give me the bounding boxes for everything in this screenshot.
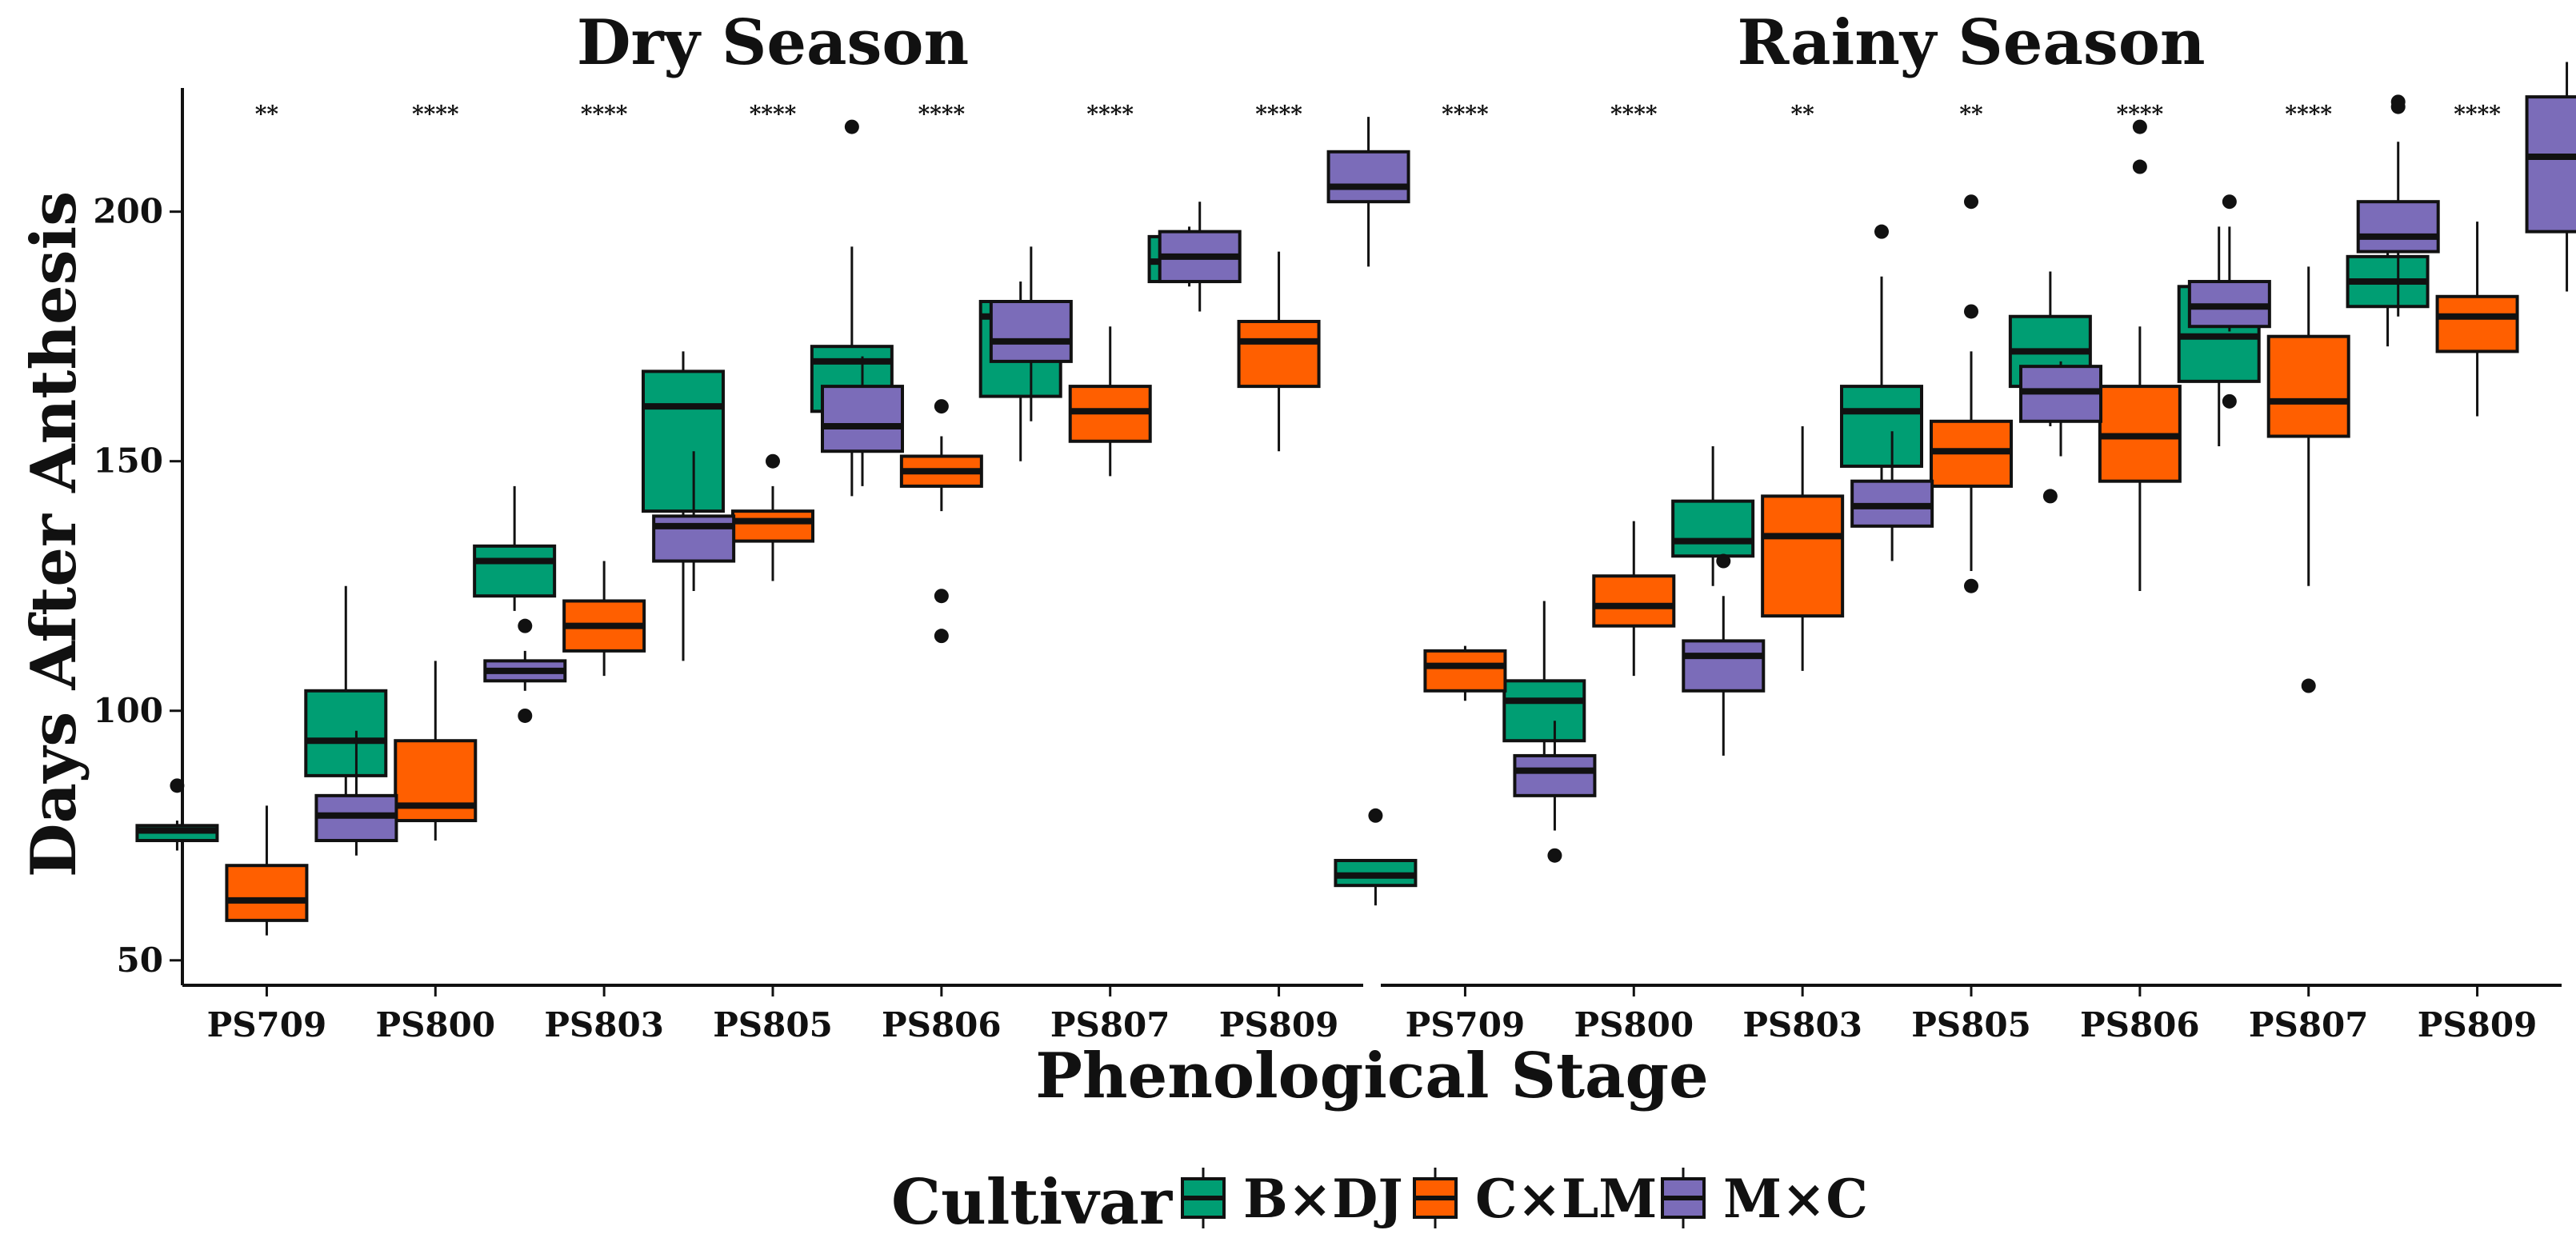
box <box>731 509 814 543</box>
box <box>821 385 904 453</box>
y-axis-title: Days After Anthesis <box>18 191 90 877</box>
box <box>1237 319 1321 389</box>
outlier-point <box>2222 393 2237 409</box>
outlier-point <box>2390 99 2406 114</box>
significance-label: ** <box>1959 101 1983 127</box>
outlier-point <box>2132 159 2147 174</box>
box <box>1840 385 1923 468</box>
outlier-point <box>170 778 185 793</box>
box <box>473 544 557 598</box>
box <box>1513 753 1597 797</box>
legend-item-label: B×DJ <box>1243 1168 1403 1230</box>
legend-item-label: M×C <box>1723 1168 1868 1230</box>
x-tick-label: PS800 <box>375 1005 495 1044</box>
x-tick-label: PS805 <box>713 1005 833 1044</box>
significance-label: **** <box>1442 101 1489 127</box>
box <box>652 514 736 563</box>
outlier-point <box>1964 194 1978 210</box>
box <box>1423 649 1507 693</box>
significance-label: **** <box>918 101 966 127</box>
x-tick-label: PS809 <box>2418 1005 2538 1044</box>
box <box>1682 639 1766 693</box>
box <box>642 369 725 513</box>
outlier-point <box>1368 808 1383 823</box>
box <box>1326 150 1410 204</box>
significance-label: **** <box>581 101 628 127</box>
y-tick-label: 150 <box>93 441 163 481</box>
x-tick-label: PS709 <box>1406 1005 1526 1044</box>
box <box>1761 494 1845 618</box>
x-tick-label: PS806 <box>2080 1005 2200 1044</box>
outlier-point <box>1874 224 1889 239</box>
x-tick-label: PS806 <box>882 1005 1002 1044</box>
x-tick-label: PS803 <box>544 1005 664 1044</box>
outlier-point <box>934 629 949 644</box>
box <box>2266 334 2350 438</box>
x-tick-label: PS709 <box>207 1005 327 1044</box>
box <box>2525 95 2576 234</box>
outlier-point <box>1964 578 1978 593</box>
x-tick-label: PS800 <box>1574 1005 1694 1044</box>
outlier-point <box>518 708 533 723</box>
outlier-point <box>1964 304 1978 319</box>
panel-title: Rainy Season <box>1737 6 2205 79</box>
significance-label: ** <box>255 101 279 127</box>
significance-label: **** <box>412 101 459 127</box>
outlier-point <box>934 399 949 414</box>
outlier-point <box>2042 489 2058 504</box>
legend-item-label: C×LM <box>1475 1168 1657 1230</box>
outlier-point <box>2301 678 2316 693</box>
outlier-point <box>766 453 780 469</box>
box <box>1502 679 1586 743</box>
y-tick-label: 50 <box>117 940 163 980</box>
significance-label: ** <box>1790 101 1814 127</box>
significance-label: **** <box>2285 101 2332 127</box>
x-tick-label: PS809 <box>1219 1005 1339 1044</box>
panel-title: Dry Season <box>577 6 969 79</box>
x-tick-label: PS807 <box>1050 1005 1170 1044</box>
significance-label: **** <box>2454 101 2501 127</box>
box <box>989 300 1073 363</box>
x-tick-label: PS803 <box>1742 1005 1862 1044</box>
box <box>304 689 388 777</box>
box <box>225 864 309 922</box>
box <box>2435 294 2519 353</box>
significance-label: **** <box>750 101 797 127</box>
legend-title: Cultivar <box>891 1166 1173 1239</box>
y-tick-label: 200 <box>93 192 163 231</box>
outlier-point <box>844 119 859 134</box>
significance-label: **** <box>1086 101 1134 127</box>
outlier-point <box>518 618 533 633</box>
outlier-point <box>1716 553 1731 569</box>
x-tick-label: PS807 <box>2249 1005 2369 1044</box>
box <box>1671 499 1755 558</box>
box <box>1592 574 1676 628</box>
x-axis-title: Phenological Stage <box>1035 1040 1708 1112</box>
significance-label: **** <box>1255 101 1302 127</box>
outlier-point <box>2132 119 2147 134</box>
outlier-point <box>1547 848 1562 863</box>
box <box>2356 200 2440 254</box>
y-tick-label: 100 <box>93 691 163 730</box>
outlier-point <box>2222 194 2237 210</box>
significance-label: **** <box>1610 101 1658 127</box>
x-tick-label: PS805 <box>1911 1005 2031 1044</box>
outlier-point <box>934 589 949 604</box>
